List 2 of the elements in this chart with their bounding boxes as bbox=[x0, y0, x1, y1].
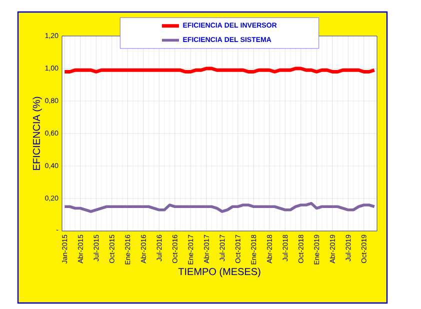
x-axis-title: TIEMPO (MESES) bbox=[178, 268, 260, 278]
y-axis-title: EFICIENCIA (%) bbox=[32, 96, 42, 170]
